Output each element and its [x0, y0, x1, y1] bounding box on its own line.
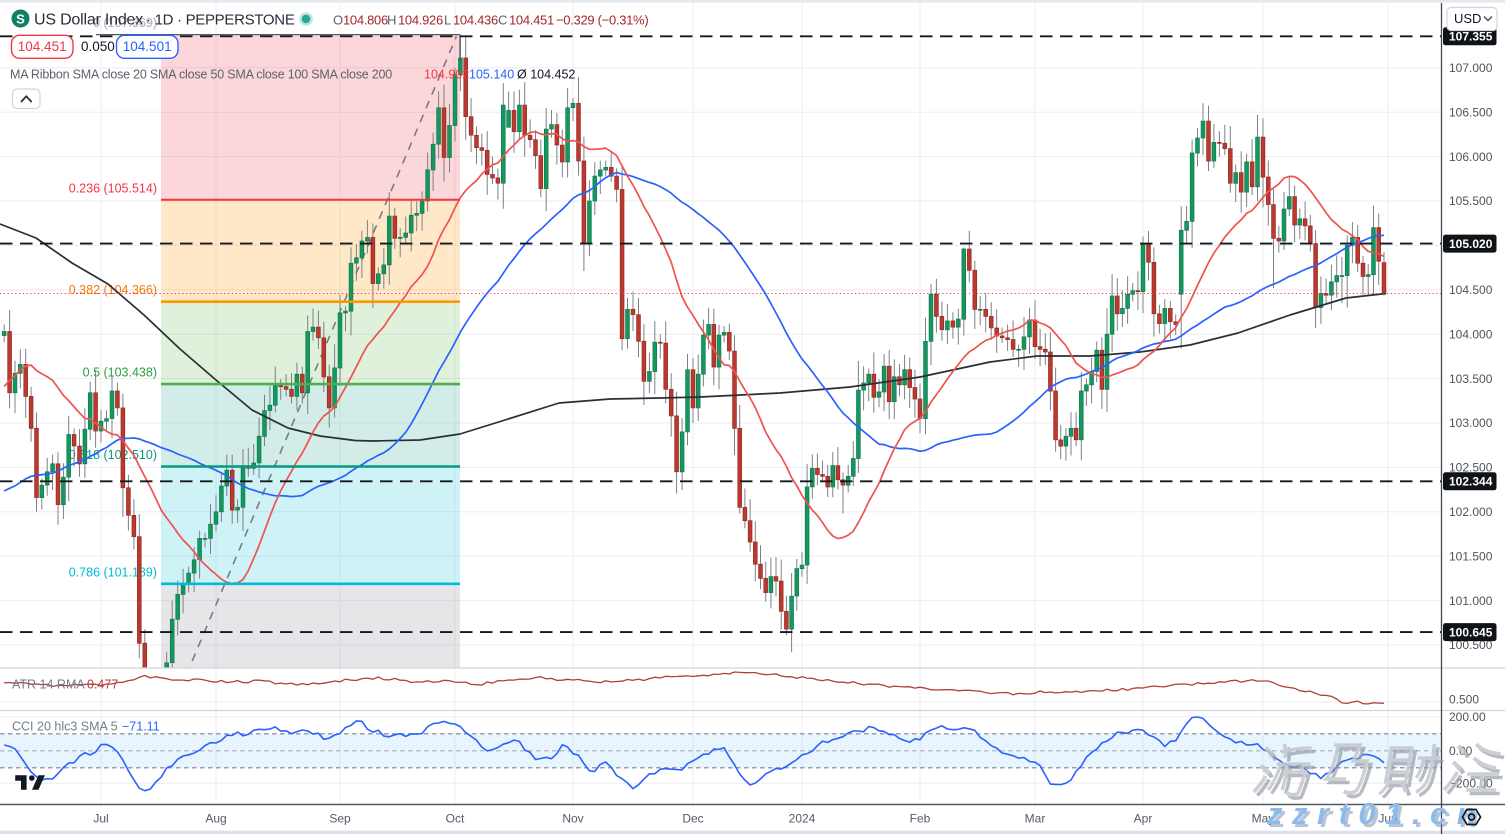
svg-text:103.500: 103.500	[1449, 372, 1493, 386]
svg-text:104.806: 104.806	[343, 13, 388, 28]
svg-text:106.500: 106.500	[1449, 105, 1493, 119]
svg-text:0.5 (103.438): 0.5 (103.438)	[83, 366, 157, 380]
svg-text:0.500: 0.500	[1449, 693, 1479, 707]
svg-text:102.500: 102.500	[1449, 461, 1493, 475]
svg-text:105.020: 105.020	[1449, 237, 1493, 251]
svg-text:100.645: 100.645	[1449, 625, 1493, 639]
svg-text:O: O	[333, 13, 343, 28]
svg-text:106.000: 106.000	[1449, 150, 1493, 164]
svg-text:S: S	[16, 11, 25, 26]
svg-text:100.500: 100.500	[1449, 638, 1493, 652]
svg-text:Feb: Feb	[910, 812, 931, 826]
svg-text:104.436: 104.436	[453, 13, 498, 28]
svg-text:105.140: 105.140	[469, 68, 514, 82]
svg-text:Aug: Aug	[205, 812, 226, 826]
svg-text:2024: 2024	[789, 812, 816, 826]
svg-text:C: C	[498, 13, 507, 28]
svg-text:ATR 14 RMA: ATR 14 RMA	[12, 678, 85, 692]
svg-text:Jul: Jul	[93, 812, 108, 826]
svg-text:May: May	[1252, 812, 1275, 826]
svg-text:0.477: 0.477	[87, 678, 118, 692]
svg-text:CCI 20 hlc3 SMA 5: CCI 20 hlc3 SMA 5	[12, 720, 118, 734]
svg-text:0 (107.369): 0 (107.369)	[93, 16, 157, 30]
svg-text:104.000: 104.000	[1449, 327, 1493, 341]
svg-text:Ø 104.452: Ø 104.452	[517, 68, 575, 82]
svg-text:103.000: 103.000	[1449, 416, 1493, 430]
svg-text:0.382 (104.366): 0.382 (104.366)	[69, 283, 157, 297]
svg-text:Sep: Sep	[329, 812, 351, 826]
svg-text:L: L	[444, 13, 451, 28]
svg-text:101.000: 101.000	[1449, 594, 1493, 608]
svg-text:US Dollar Index: US Dollar Index	[34, 12, 143, 29]
svg-text:Nov: Nov	[562, 812, 583, 826]
svg-text:Apr: Apr	[1134, 812, 1153, 826]
svg-text:0.236 (105.514): 0.236 (105.514)	[69, 181, 157, 195]
svg-text:104.451: 104.451	[509, 13, 554, 28]
svg-text:MA Ribbon SMA close 20 SMA clo: MA Ribbon SMA close 20 SMA close 50 SMA …	[10, 68, 392, 82]
svg-text:105.500: 105.500	[1449, 194, 1493, 208]
svg-text:104.902: 104.902	[424, 68, 469, 82]
svg-text:200.00: 200.00	[1449, 710, 1486, 724]
svg-text:USD: USD	[1454, 11, 1481, 26]
svg-text:104.500: 104.500	[1449, 283, 1493, 297]
svg-text:104.501: 104.501	[123, 39, 172, 54]
svg-text:104.926: 104.926	[398, 13, 443, 28]
svg-text:−71.11: −71.11	[122, 720, 160, 734]
svg-text:102.344: 102.344	[1449, 475, 1493, 489]
svg-text:101.500: 101.500	[1449, 549, 1493, 563]
svg-text:102.000: 102.000	[1449, 505, 1493, 519]
svg-text:107.000: 107.000	[1449, 61, 1493, 75]
svg-text:Dec: Dec	[682, 812, 703, 826]
svg-text:Mar: Mar	[1025, 812, 1046, 826]
svg-text:Jun: Jun	[1378, 812, 1397, 826]
svg-text:· 1D · PEPPERSTONE: · 1D · PEPPERSTONE	[146, 12, 295, 29]
svg-text:H: H	[387, 13, 396, 28]
svg-text:−0.329 (−0.31%): −0.329 (−0.31%)	[556, 13, 648, 28]
svg-text:Oct: Oct	[446, 812, 465, 826]
svg-text:107.355: 107.355	[1449, 30, 1493, 44]
svg-text:0.050: 0.050	[81, 39, 115, 54]
svg-text:104.451: 104.451	[18, 39, 67, 54]
svg-text:0 (107.369): 0 (107.369)	[93, 16, 157, 30]
svg-text:0.786 (101.189): 0.786 (101.189)	[69, 565, 157, 579]
